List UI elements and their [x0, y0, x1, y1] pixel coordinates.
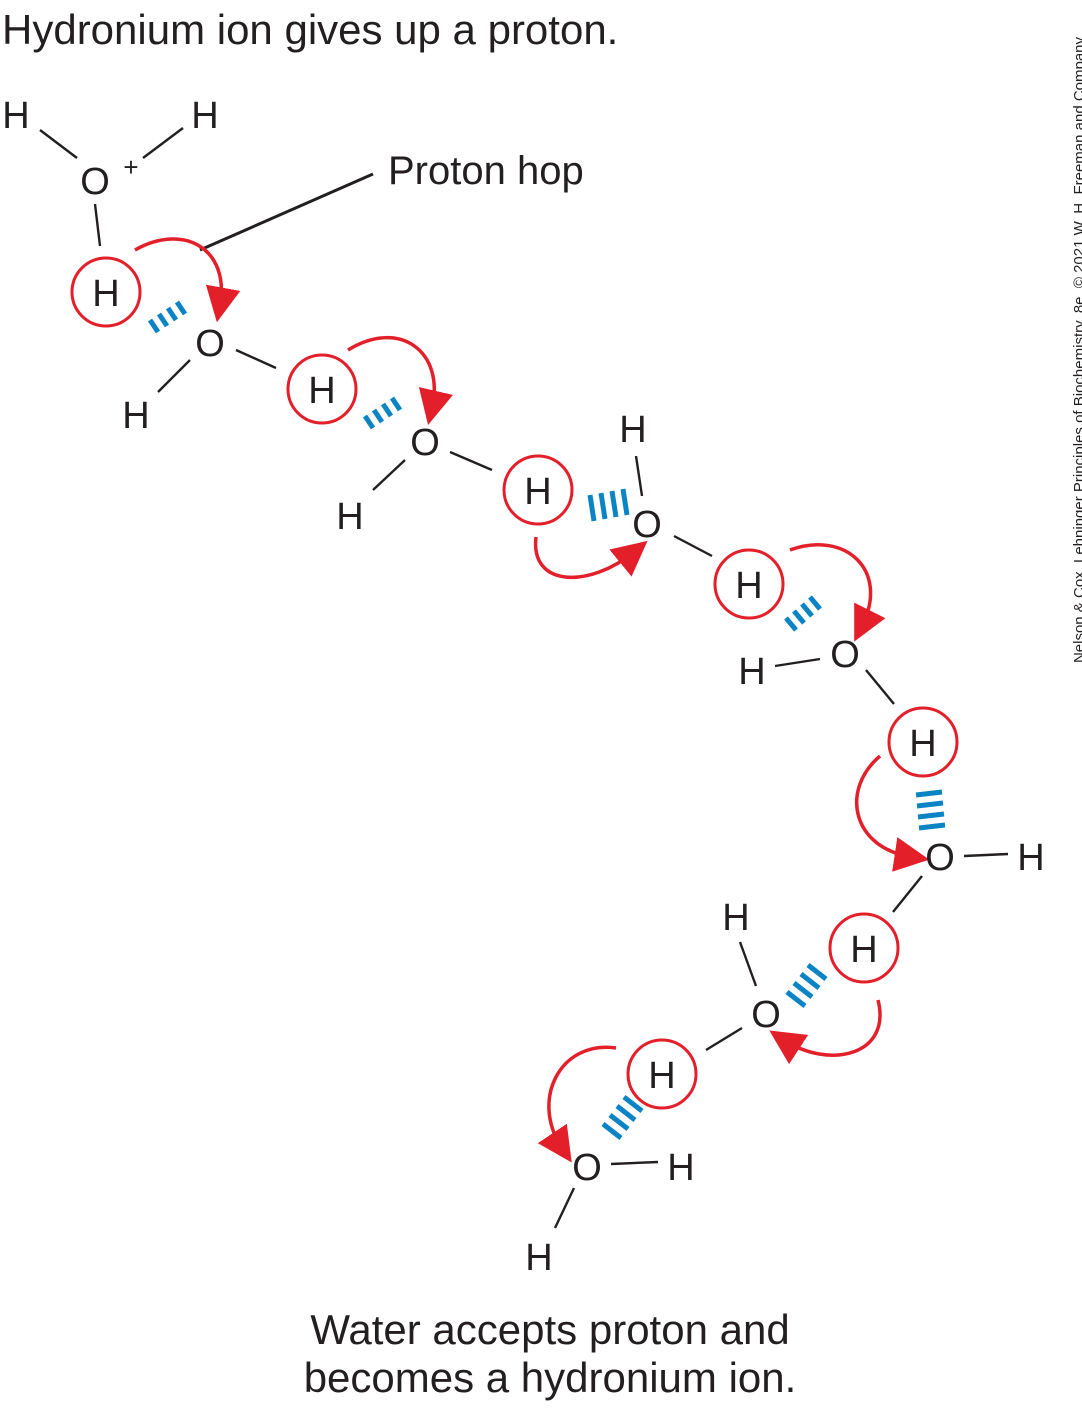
bond [738, 941, 758, 987]
proton-transfer-arrow [789, 543, 886, 642]
bond [93, 203, 102, 247]
atom-h: H [122, 395, 149, 437]
bottom-caption: Water accepts proton and becomes a hydro… [240, 1306, 860, 1402]
atom-o: O [925, 837, 955, 879]
atom-h: H [722, 897, 749, 939]
atom-h: H [1017, 837, 1044, 879]
hydrogen-bond [587, 488, 630, 522]
atom-h: H [524, 471, 551, 513]
bond [892, 875, 923, 913]
atom-o: O [751, 994, 781, 1036]
positive-charge: + [123, 152, 138, 182]
hydronium-ion: H H O + [2, 95, 219, 247]
atom-h: H [308, 370, 335, 412]
hydrogen-bond [362, 396, 403, 430]
bond [774, 657, 821, 668]
atom-o: O [632, 504, 662, 546]
atom-h: H [738, 651, 765, 693]
proton-transfer-arrow [347, 335, 453, 426]
bond [673, 534, 713, 558]
proton-ring [502, 454, 574, 526]
atom-o: O [410, 422, 440, 464]
atom-h: H [648, 1055, 675, 1097]
bond [449, 450, 493, 472]
bond [142, 127, 184, 159]
top-caption: Hydronium ion gives up a proton. [2, 6, 619, 53]
hydrogen-bond [784, 595, 822, 632]
atom-h: H [336, 496, 363, 538]
bottom-caption-line-2: becomes a hydronium ion. [303, 1354, 797, 1401]
atom-h: H [2, 95, 29, 137]
bond [39, 129, 78, 159]
atom-h: H [619, 409, 646, 451]
atom-h: H [850, 929, 877, 971]
proton-hop-label: Proton hop [388, 149, 584, 193]
atom-o: O [572, 1147, 602, 1189]
proton-ring [713, 548, 785, 620]
bond [372, 459, 406, 491]
proton-ring [626, 1038, 698, 1110]
hydrogen-bond [915, 789, 946, 831]
atom-h: H [667, 1147, 694, 1189]
proton-transfer-arrow [534, 536, 648, 580]
hydrogen-bond [601, 1095, 644, 1140]
proton-transfer-arrow [537, 1045, 617, 1163]
hydrogen-bond [147, 300, 188, 334]
bond [865, 669, 895, 705]
proton-transfer-arrow [769, 999, 882, 1065]
proton-ring [286, 353, 358, 425]
proton-ring [887, 706, 959, 778]
bond [553, 1187, 576, 1229]
proton-transfer-arrow [134, 237, 241, 323]
proton-transfer-arrow [855, 754, 930, 872]
atom-o: O [80, 161, 110, 203]
proton-hop-leader-line [199, 172, 374, 252]
bond [963, 852, 1009, 858]
atom-h: H [191, 95, 218, 137]
bond [610, 1160, 659, 1166]
bond [157, 359, 191, 393]
atom-h: H [525, 1237, 552, 1279]
hydrogen-bond [785, 963, 828, 1008]
atom-h: H [735, 565, 762, 607]
atom-h: H [909, 723, 936, 765]
proton-ring [70, 256, 142, 328]
bond [634, 455, 644, 497]
bond [235, 348, 277, 370]
atom-h: H [92, 273, 119, 315]
bond [705, 1026, 743, 1052]
proton-ring [828, 912, 900, 984]
atom-o: O [195, 323, 225, 365]
atom-o: O [830, 634, 860, 676]
bottom-caption-line-1: Water accepts proton and [310, 1306, 790, 1353]
